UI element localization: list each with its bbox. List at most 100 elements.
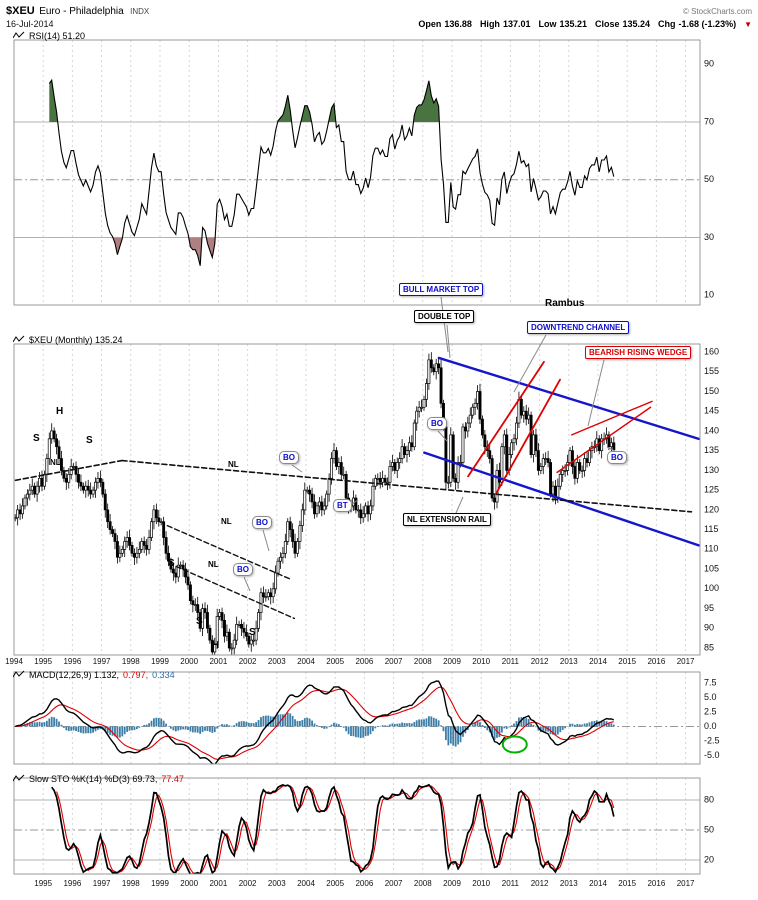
- sto-panel: 80 50 20: [13, 777, 714, 875]
- price-series-label: $XEU (Monthly) 135.24: [29, 334, 123, 345]
- x-axis-year-label: 2015: [618, 879, 637, 888]
- x-axis-year-label: 2008: [413, 657, 432, 666]
- y-axis-tick-label: 120: [704, 504, 719, 514]
- x-axis-bottom: 1995 1996 1997 1998 1999 2000 2001 2002 2003 2004…: [0, 879, 758, 891]
- y-axis-tick-label: -5.0: [704, 750, 720, 760]
- y-axis-tick-label: 90: [704, 623, 714, 633]
- x-axis-year-label: 2009: [443, 879, 461, 888]
- x-axis-year-label: 1998: [121, 657, 140, 666]
- macd-panel: 7.5 5.0 2.5 0.0 -2.5 -5.0: [13, 671, 720, 765]
- x-axis-year-label: 2013: [559, 879, 578, 888]
- y-axis-tick-label: 110: [704, 544, 718, 554]
- year-gridlines: [42, 672, 687, 764]
- pane-border: [13, 343, 701, 656]
- x-axis-year-label: 2012: [530, 879, 549, 888]
- x-axis-year-label: 1999: [151, 657, 169, 666]
- y-axis-tick-label: 2.5: [704, 706, 717, 716]
- quote-high: High 137.01: [479, 19, 531, 29]
- neckline-2000-lower: [168, 562, 296, 620]
- pane-border: [13, 777, 701, 875]
- x-axis-year-label: 1997: [92, 657, 111, 666]
- sto-series: [51, 783, 615, 874]
- x-axis-year-label: 2002: [238, 879, 257, 888]
- y-axis-tick-label: 80: [704, 794, 714, 804]
- y-axis-tick-label: 100: [704, 583, 719, 593]
- x-axis-year-label: 2016: [647, 879, 666, 888]
- y-axis-tick-label: 140: [704, 425, 719, 435]
- channel-lower: [423, 451, 700, 547]
- x-axis-year-label: 1995: [34, 879, 53, 888]
- rsi-panel: 90 70 50 30 10: [13, 39, 714, 306]
- x-axis-year-label: 2010: [472, 879, 491, 888]
- y-axis-tick-label: 135: [704, 445, 719, 455]
- trendlines: [14, 356, 700, 620]
- price-panel: 160 155 150 145 140 135 130 125 120 115 110 105 100 9…: [13, 343, 719, 656]
- macd-series: [14, 680, 615, 764]
- x-axis-year-label: 2004: [297, 657, 315, 666]
- wedge-lower: [556, 406, 652, 474]
- year-gridlines: [42, 40, 687, 305]
- y-axis-tick-label: 115: [704, 524, 718, 534]
- quote-open: Open 136.88: [418, 19, 472, 29]
- y-axis-tick-label: 7.5: [704, 677, 717, 687]
- x-axis-year-label: 2007: [384, 657, 403, 666]
- x-axis-year-label: 2014: [589, 657, 607, 666]
- y-axis-tick-label: 160: [704, 346, 719, 356]
- line-chart-icon: [13, 774, 25, 782]
- neckline-1995: [14, 459, 123, 482]
- y-axis-tick-label: 30: [704, 232, 714, 242]
- x-axis-year-label: 2016: [647, 657, 666, 666]
- x-axis-year-label: 2000: [180, 879, 199, 888]
- x-axis-year-label: 2014: [589, 879, 607, 888]
- year-gridlines: [42, 344, 687, 655]
- y-axis-tick-label: 20: [704, 854, 714, 864]
- x-axis-year-label: 1997: [92, 879, 111, 888]
- x-axis-year-label: 2000: [180, 657, 199, 666]
- macd-histogram-value: 0.334: [152, 669, 175, 680]
- neckline-extension-rail: [121, 459, 693, 513]
- red-channel-right: [494, 378, 561, 495]
- x-axis-year-label: 2008: [413, 879, 432, 888]
- sto-label-row: Slow STO %K(14) %D(3) 69.73, 77.47: [13, 773, 184, 784]
- chart-header: $XEU Euro - Philadelphia INDX © StockCha…: [6, 1, 752, 29]
- y-axis-tick-label: 155: [704, 366, 719, 376]
- y-axis-tick-label: 10: [704, 290, 714, 300]
- sto-k-line: [51, 783, 615, 874]
- y-axis-tick-label: 90: [704, 59, 714, 69]
- x-axis-year-label: 2002: [238, 657, 257, 666]
- x-axis-year-label: 1995: [34, 657, 53, 666]
- x-axis-year-label: 2015: [618, 657, 637, 666]
- y-axis-tick-label: 145: [704, 406, 719, 416]
- x-axis-year-label: 2006: [355, 879, 374, 888]
- chart-date: 16-Jul-2014: [6, 19, 54, 29]
- y-axis-tick-label: 5.0: [704, 692, 717, 702]
- y-axis-tick-label: 0.0: [704, 721, 717, 731]
- y-axis-tick-label: 70: [704, 116, 714, 126]
- rsi-line: [48, 78, 615, 266]
- quote-close: Close 135.24: [595, 19, 651, 29]
- sto-d-value: 77.47: [161, 773, 184, 784]
- change-down-arrow-icon: ▼: [744, 20, 752, 29]
- x-axis-year-label: 2004: [297, 879, 315, 888]
- y-axis-tick-label: 105: [704, 563, 719, 573]
- candlestick-icon: [13, 335, 25, 343]
- quote-line: Open 136.88 High 137.01 Low 135.21 Close 135…: [418, 19, 752, 29]
- x-axis-year-label: 2001: [209, 657, 228, 666]
- header-title-row: $XEU Euro - Philadelphia INDX © StockCha…: [6, 1, 752, 19]
- copyright-text: © StockCharts.com: [682, 7, 752, 16]
- rsi-label-row: RSI(14) 51.20: [13, 30, 85, 41]
- pane-border: [13, 39, 701, 306]
- macd-indicator-label: MACD(12,26,9) 1.132,: [29, 669, 120, 680]
- ticker-symbol: $XEU: [6, 5, 35, 17]
- x-axis-year-label: 2010: [472, 657, 491, 666]
- x-axis-year-label: 1996: [63, 657, 82, 666]
- y-axis-tick-label: -2.5: [704, 735, 720, 745]
- y-axis-tick-label: 130: [704, 465, 719, 475]
- x-axis-year-label: 2013: [559, 657, 578, 666]
- rsi-series: [48, 78, 615, 266]
- x-axis-year-label: 2006: [355, 657, 374, 666]
- x-axis-year-label: 2011: [501, 879, 519, 888]
- line-chart-icon: [13, 31, 25, 39]
- quote-change: Chg -1.68 (-1.23%): [658, 19, 737, 29]
